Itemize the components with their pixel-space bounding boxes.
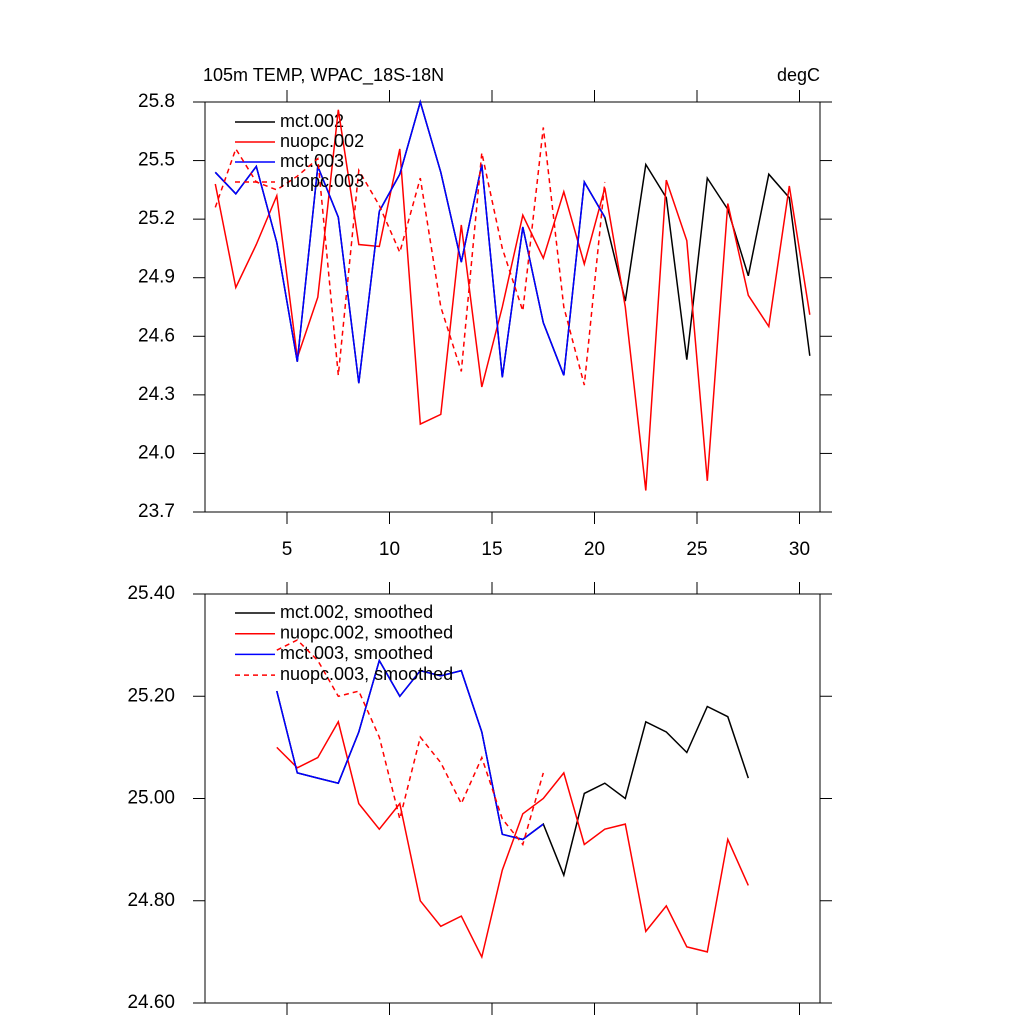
series-line	[276, 719, 749, 960]
x-tick-label: 15	[481, 539, 502, 560]
x-tick-label: 25	[686, 539, 707, 560]
x-tick-label: 10	[379, 539, 400, 560]
series-line	[214, 99, 606, 384]
legend-label: nuopc.002	[280, 131, 364, 151]
y-tick-label: 25.2	[138, 208, 175, 229]
y-tick-label: 24.6	[138, 325, 175, 346]
y-tick-label: 25.00	[127, 788, 175, 809]
y-tick-label: 24.9	[138, 267, 175, 288]
y-tick-label: 25.5	[138, 150, 175, 171]
y-tick-label: 23.7	[138, 501, 175, 522]
series-line	[276, 639, 545, 847]
legend-label: mct.002, smoothed	[280, 602, 433, 622]
legend-label: mct.003, smoothed	[280, 643, 433, 663]
legend-label: nuopc.002, smoothed	[280, 622, 453, 642]
legend-label: nuopc.003	[280, 171, 364, 191]
legend-label: nuopc.003, smoothed	[280, 664, 453, 684]
plot-frame	[204, 101, 821, 513]
y-tick-label: 24.0	[138, 442, 175, 463]
chart-title: 105m TEMP, WPAC_18S-18N	[203, 65, 444, 86]
y-tick-label: 25.20	[127, 685, 175, 706]
series-line	[276, 658, 544, 841]
y-tick-label: 24.80	[127, 890, 175, 911]
series-line	[214, 109, 811, 491]
series-line	[214, 127, 606, 386]
y-tick-label: 25.8	[138, 91, 175, 112]
y-tick-label: 25.40	[127, 583, 175, 604]
units-label: degC	[777, 65, 820, 85]
x-tick-label: 20	[584, 539, 605, 560]
legend-label: mct.003	[280, 151, 344, 171]
y-tick-label: 24.60	[127, 992, 175, 1013]
legend-label: mct.002	[280, 111, 344, 131]
x-tick-label: 5	[282, 539, 293, 560]
y-tick-label: 24.3	[138, 384, 175, 405]
x-tick-label: 30	[789, 539, 810, 560]
